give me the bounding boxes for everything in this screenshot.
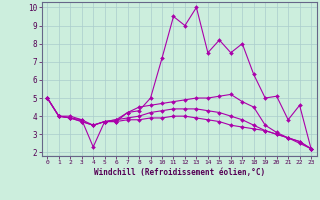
X-axis label: Windchill (Refroidissement éolien,°C): Windchill (Refroidissement éolien,°C) <box>94 168 265 177</box>
